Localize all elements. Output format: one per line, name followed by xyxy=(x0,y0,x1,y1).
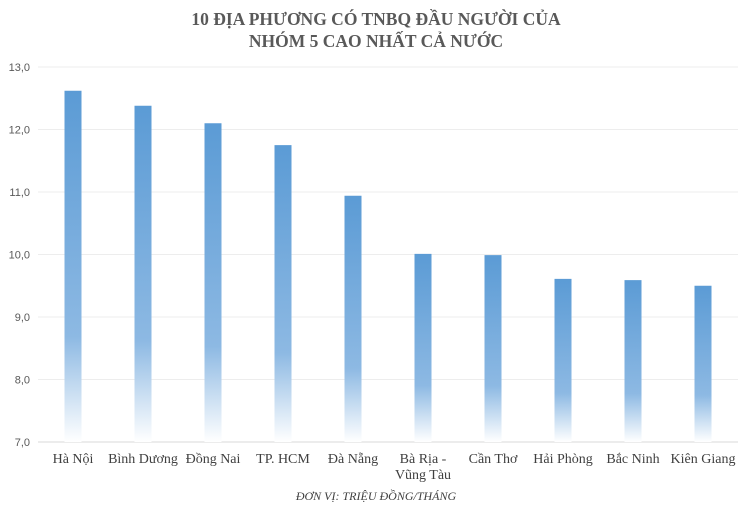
y-tick-label: 13,0 xyxy=(9,62,30,74)
bar xyxy=(274,145,292,442)
x-axis-title: ĐƠN VỊ: TRIỆU ĐỒNG/THÁNG xyxy=(295,489,457,503)
y-tick-label: 9,0 xyxy=(15,312,30,324)
x-tick-label: Hải Phòng xyxy=(533,452,593,467)
y-tick-label: 10,0 xyxy=(9,250,30,262)
bar xyxy=(554,278,572,442)
x-tick-label: Đà Nẵng xyxy=(328,452,378,467)
x-tick-label: Bà Rịa - xyxy=(400,452,447,467)
x-tick-label: Vũng Tàu xyxy=(395,468,451,483)
y-tick-label: 8,0 xyxy=(15,375,30,387)
y-tick-label: 7,0 xyxy=(15,437,30,449)
chart-title-line-2: NHÓM 5 CAO NHẤT CẢ NƯỚC xyxy=(248,31,504,51)
x-tick-label: Bình Dương xyxy=(108,452,178,467)
bar xyxy=(694,285,712,442)
x-tick-label: Cần Thơ xyxy=(469,452,518,467)
bar xyxy=(624,280,642,442)
x-tick-label: Bắc Ninh xyxy=(606,452,659,467)
bar xyxy=(204,123,222,442)
chart-title: 10 ĐỊA PHƯƠNG CÓ TNBQ ĐẦU NGƯỜI CỦA NHÓM… xyxy=(0,8,752,52)
y-tick-label: 11,0 xyxy=(9,187,30,199)
chart-title-line-1: 10 ĐỊA PHƯƠNG CÓ TNBQ ĐẦU NGƯỜI CỦA xyxy=(191,9,561,29)
bar xyxy=(344,195,362,442)
bar xyxy=(134,105,152,442)
x-tick-label: Kiên Giang xyxy=(671,452,736,467)
x-tick-label: TP. HCM xyxy=(256,452,310,467)
x-tick-label: Đồng Nai xyxy=(186,452,241,467)
bar xyxy=(414,253,432,442)
bar xyxy=(64,90,82,442)
y-tick-label: 12,0 xyxy=(9,125,30,137)
bar xyxy=(484,255,502,442)
x-tick-label: Hà Nội xyxy=(53,452,94,467)
